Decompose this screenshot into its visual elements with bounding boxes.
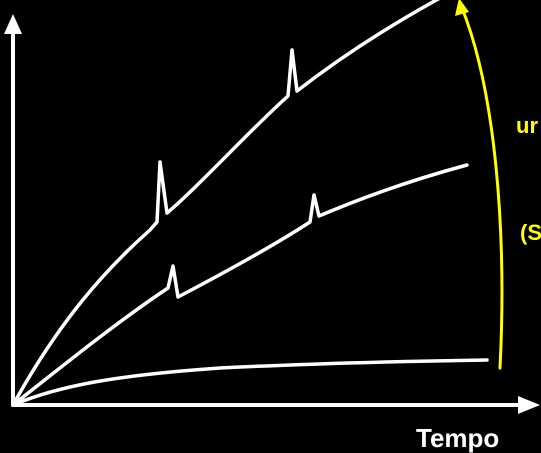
increase-arrowhead xyxy=(455,0,469,16)
x-axis-arrowhead xyxy=(518,396,540,414)
increase-arrow xyxy=(460,6,504,370)
curve-lower xyxy=(11,358,489,407)
x-axis-label: Tempo xyxy=(416,423,499,453)
side-label-lower: (S xyxy=(520,220,541,245)
curve-middle xyxy=(11,163,469,407)
y-axis-arrowhead xyxy=(4,14,22,34)
side-label-upper: ur xyxy=(516,113,538,138)
curve-upper xyxy=(11,0,441,407)
